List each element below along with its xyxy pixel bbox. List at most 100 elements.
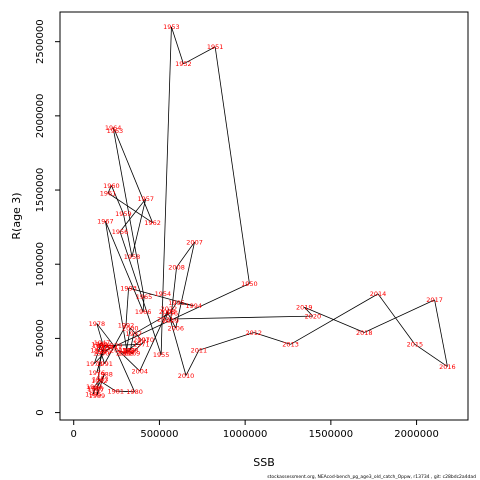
year-point-label: 1963 <box>107 127 124 135</box>
trajectory-segment <box>99 380 116 392</box>
year-point-label: 1953 <box>163 23 180 31</box>
trajectory-segment <box>119 198 147 232</box>
trajectory-segment <box>162 26 172 294</box>
trajectory-segment <box>99 344 104 352</box>
year-point-label: 1980 <box>126 388 143 396</box>
trajectory-segment <box>102 283 250 353</box>
y-tick-label: 1500000 <box>35 168 46 213</box>
trajectory-segment <box>93 345 101 364</box>
trajectory-segment <box>123 213 133 257</box>
trajectory-segment <box>129 327 142 341</box>
year-point-label: 1966 <box>135 308 152 316</box>
year-point-label: 2010 <box>178 372 195 380</box>
year-point-label: 1983 <box>92 376 109 384</box>
trajectory-segment <box>170 320 187 376</box>
trajectory-segment <box>198 332 254 351</box>
trajectory-segment <box>290 293 379 345</box>
year-point-label: 1948 <box>91 341 108 349</box>
trajectory-segment <box>183 46 216 65</box>
trajectory-segment <box>107 185 112 194</box>
trajectory-segment <box>176 302 194 307</box>
trajectory-segment <box>129 333 135 351</box>
year-point-label: 2019 <box>296 304 313 312</box>
year-point-label: 1979 <box>106 342 123 350</box>
trajectory-segment <box>125 327 131 354</box>
trajectory-segment <box>142 296 145 312</box>
trajectory-segment <box>112 127 145 297</box>
year-point-label: 2006 <box>167 324 184 332</box>
year-point-label: 1989 <box>89 392 106 400</box>
year-point-label: 2011 <box>191 347 208 355</box>
year-point-label: 1972 <box>92 342 109 350</box>
trajectory-segment <box>104 345 110 348</box>
y-axis-title: R(age 3) <box>10 192 23 239</box>
trajectory-segment <box>113 345 135 392</box>
y-tick-label: 2000000 <box>35 94 46 139</box>
trajectory-segment <box>93 387 96 395</box>
trajectory-segment <box>214 46 250 284</box>
trajectory-segment <box>107 192 153 224</box>
year-point-label: 2012 <box>245 329 262 337</box>
year-point-label: 1964 <box>105 124 122 132</box>
year-point-label: 1976 <box>89 369 106 377</box>
year-point-label: 1956 <box>112 228 129 236</box>
year-point-label: 1946 <box>90 347 107 355</box>
x-tick-label: 1500000 <box>309 429 354 440</box>
y-tick-label: 0 <box>35 409 46 415</box>
trajectory-segment <box>139 311 168 372</box>
trajectory-segment <box>253 332 291 345</box>
year-point-label: 1974 <box>101 344 118 352</box>
trajectory-segment <box>304 306 365 333</box>
trajectory-segment <box>96 373 105 396</box>
footer-credit: stockassessment.org, NEAcod-bench_pg_age… <box>267 474 476 480</box>
trajectory-segment <box>141 339 147 345</box>
year-point-label: 1997 <box>125 330 142 338</box>
trajectory-segment <box>125 349 131 354</box>
year-point-label: 2000 <box>122 324 139 332</box>
trajectory-segment <box>96 353 102 396</box>
year-point-label: 1998 <box>122 347 139 355</box>
year-point-label: 1950 <box>241 280 258 288</box>
trajectory-segment <box>303 306 314 317</box>
year-point-label: 2015 <box>407 341 424 349</box>
trajectory-segment <box>104 324 127 364</box>
year-point-label: 1955 <box>153 351 170 359</box>
year-point-label: 1969 <box>124 350 141 358</box>
year-point-label: 1954 <box>155 290 172 298</box>
trajectory-segment <box>165 308 170 320</box>
trajectory-segment <box>377 293 416 345</box>
year-point-label: 1993 <box>120 284 137 292</box>
year-point-label: 1967 <box>97 217 114 225</box>
year-point-label: 1949 <box>95 348 112 356</box>
year-point-label: 1951 <box>207 43 224 51</box>
year-point-label: 1981 <box>107 387 124 395</box>
year-point-label: 2021 <box>157 315 174 323</box>
trajectory-segment <box>119 231 162 355</box>
year-point-label: 1988 <box>96 370 113 378</box>
trajectory-segment <box>96 323 115 347</box>
trajectory-segment <box>105 221 144 312</box>
year-point-label: 1985 <box>85 390 102 398</box>
y-tick-label: 2500000 <box>35 19 46 64</box>
year-point-label: 1977 <box>95 344 112 352</box>
year-point-label: 2016 <box>439 363 456 371</box>
year-point-label: 1984 <box>86 383 103 391</box>
year-point-label: 1962 <box>144 219 161 227</box>
year-point-label: 1968 <box>119 347 136 355</box>
trajectory-segment <box>176 241 195 268</box>
year-point-label: 2001 <box>133 336 150 344</box>
year-point-label: 1992 <box>118 321 135 329</box>
trajectory-segment <box>170 267 177 321</box>
trajectory-segment <box>414 344 448 367</box>
year-point-label: 1965 <box>136 293 153 301</box>
year-point-label: 2005 <box>159 308 176 316</box>
trajectory-segment <box>105 221 128 351</box>
x-tick-label: 1000000 <box>223 429 268 440</box>
year-point-label: 1994 <box>185 302 202 310</box>
trajectory-segment <box>160 293 164 355</box>
year-point-label: 1978 <box>89 320 106 328</box>
year-point-label: 1947 <box>94 339 111 347</box>
trajectory-segment <box>131 198 147 257</box>
year-point-label: 1995 <box>168 299 185 307</box>
